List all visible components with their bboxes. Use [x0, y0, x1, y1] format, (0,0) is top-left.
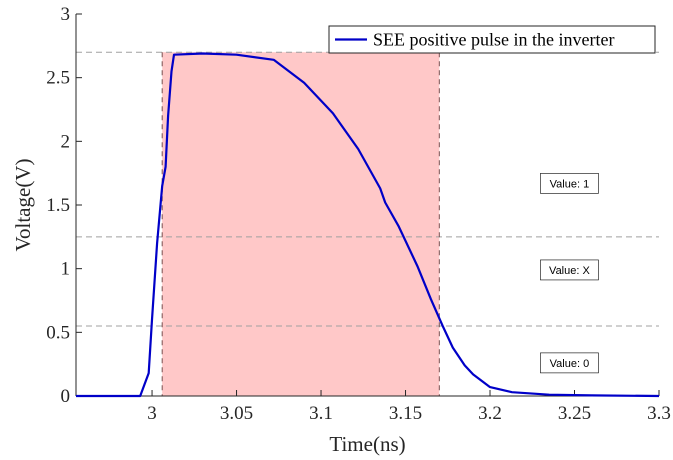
x-axis-label: Time(ns) — [329, 432, 405, 456]
y-tick-label: 1.5 — [46, 195, 70, 216]
legend-label: SEE positive pulse in the inverter — [373, 30, 614, 50]
y-tick-label: 3 — [61, 4, 71, 25]
annotation-text: Value: 1 — [550, 178, 590, 190]
annotation: Value: X — [540, 259, 599, 281]
series-line — [76, 52, 660, 398]
y-tick-label: 1 — [61, 259, 71, 280]
legend: SEE positive pulse in the inverter — [328, 25, 656, 54]
y-tick-label: 0 — [61, 386, 71, 407]
annotation-box — [540, 259, 599, 281]
y-axis-label: Voltage(V) — [11, 159, 35, 252]
x-tick-label: 3.05 — [220, 403, 253, 424]
annotation-box — [540, 352, 599, 374]
y-tick-label: 2.5 — [46, 68, 70, 89]
annotation: Value: 0 — [540, 352, 599, 374]
x-tick-label: 3.2 — [478, 403, 502, 424]
shaded-region-layer — [162, 52, 440, 396]
annotation-box — [540, 173, 599, 194]
series-layer — [76, 52, 660, 398]
x-tick-label: 3 — [147, 403, 157, 424]
x-tick-label: 3.1 — [309, 403, 333, 424]
tick-labels: 3 3.05 3.1 3.15 3.2 3.25 3.3 0 0.5 1 1.5 2 2.5 3 — [46, 4, 671, 424]
annotation: Value: 1 — [540, 173, 599, 194]
shaded-region — [162, 52, 440, 396]
annotations-layer: Value: 1 Value: X Value: 0 — [540, 173, 599, 374]
y-tick-label: 0.5 — [46, 322, 70, 343]
annotation-text: Value: X — [549, 265, 590, 277]
x-tick-label: 3.3 — [647, 403, 671, 424]
annotation-text: Value: 0 — [550, 358, 590, 370]
y-tick-label: 2 — [61, 131, 71, 152]
legend-box — [328, 25, 656, 54]
x-tick-label: 3.15 — [389, 403, 422, 424]
x-tick-label: 3.25 — [558, 403, 591, 424]
